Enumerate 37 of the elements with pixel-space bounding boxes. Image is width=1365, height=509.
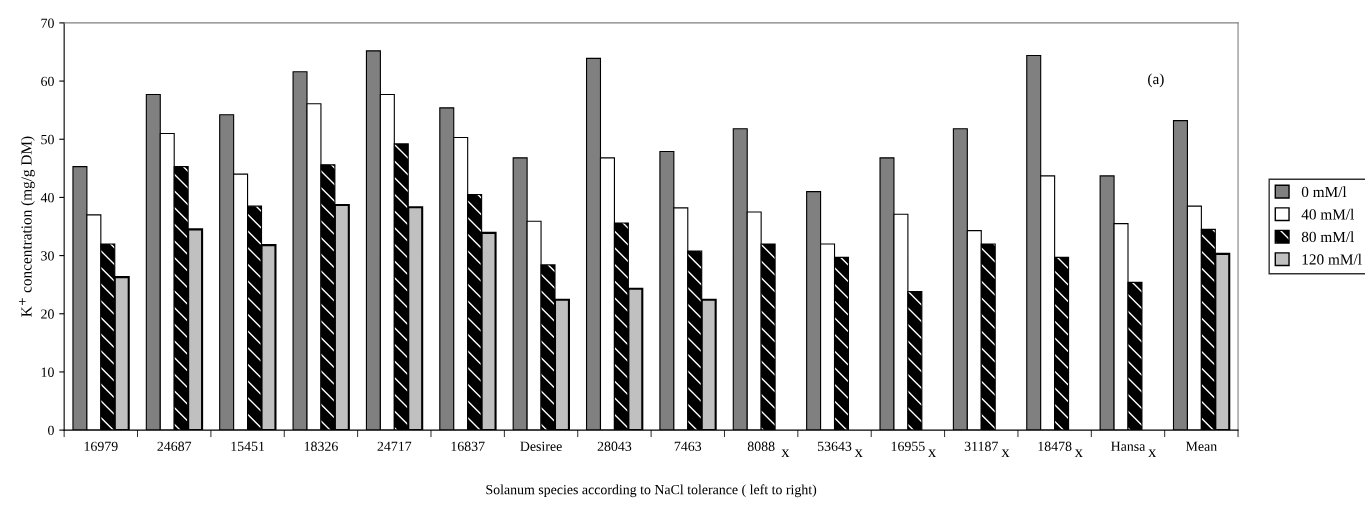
y-tick-label: 40 [40,193,54,203]
x-tick-label: 15451 [231,441,265,451]
x-tick-label: 53643 [817,441,852,451]
x-tick-label: Mean [1185,441,1217,451]
text: x [1074,449,1083,458]
text: x [1001,449,1010,458]
legend-label: 120 mM/l [1302,253,1362,265]
y-tick-label: 20 [41,309,54,319]
x-tick-label: 16979 [84,441,118,451]
x-tick-label: 24717 [377,441,412,451]
x-tick-label: 18326 [304,441,338,451]
legend-label: 80 mM/l [1301,231,1354,243]
y-tick-label: 70 [41,18,54,28]
x-tick-label: 16955 [891,441,925,451]
y-tick-label: 0 [48,425,54,436]
text: x [1148,449,1157,458]
x-tick-label: 7463 [674,441,702,451]
legend-label: 0 mM/l [1301,186,1347,198]
text: x [928,449,937,458]
text: x [854,449,863,458]
x-tick-label: 8088 [747,441,775,451]
y-tick-label: 60 [41,76,54,87]
x-tick-label: 31187 [964,441,998,451]
y-axis-title: K$^{+}$ concentration (mg/g DM) [18,136,35,317]
x-tick-label: 16837 [451,441,485,451]
y-tick-label: 50 [41,134,54,145]
x-tick-label: 18478 [1038,441,1072,451]
x-axis-title: Solanum species according to NaCl tolerance ( left to right) [486,484,817,498]
annotation: (a) [1148,73,1164,88]
y-tick-label: 10 [41,367,54,377]
text: x [781,449,790,458]
y-tick-label: 30 [41,251,54,261]
x-tick-label: Hansa [1111,441,1146,451]
x-tick-label: Desiree [520,441,562,451]
legend-label: 40 mM/l [1301,208,1354,220]
x-tick-label: 24687 [157,441,192,451]
x-tick-label: 28043 [597,441,632,451]
